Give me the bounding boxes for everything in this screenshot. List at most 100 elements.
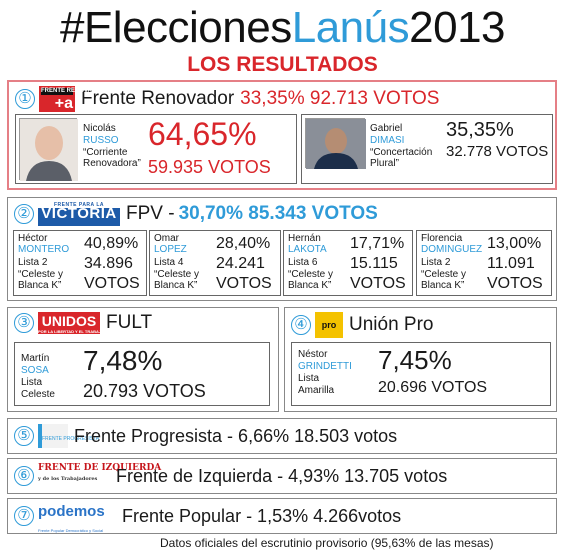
candidate-last-name: MONTERO — [18, 244, 70, 255]
candidate-percentage: 40,89% — [84, 235, 139, 252]
candidate-percentage: 64,65% — [148, 116, 257, 152]
candidate-votes: 24.241 — [216, 255, 265, 272]
number-badge: ⑥ — [14, 466, 34, 486]
number-badge: ② — [14, 204, 34, 224]
frente-progresista-logo: FRENTE PROGRESISTA — [38, 424, 99, 448]
candidate-votes: 20.696 VOTOS — [378, 379, 488, 396]
candidate-first-name: Hernán — [288, 233, 321, 244]
union-pro-header: ④ pro Unión Pro — [291, 312, 434, 338]
unidos-logo: UNIDOS POR LA LIBERTAD Y EL TRABAJO — [38, 312, 105, 334]
candidate-last-name: DIMASI — [370, 135, 405, 146]
frente-renovador-logo: FRENTE RENOVADOR +a — [39, 86, 106, 112]
candidate-card-russo: Nicolás RUSSO “Corriente Renovadora” 64,… — [15, 114, 297, 184]
frente-popular-row: ⑦ podemos Frente Popular Democrático y So… — [14, 503, 402, 534]
fpv-logo: FRENTE PARA LA VICTORIA — [38, 202, 120, 226]
candidate-card-lakota: Hernán LAKOTA Lista 6 “Celeste y Blanca … — [283, 230, 413, 296]
party-result-line: Frente Progresista - 6,66% 18.503 votos — [74, 425, 398, 446]
candidate-card-lopez: Omar LOPEZ Lista 4 “Celeste y Blanca K” … — [149, 230, 281, 296]
candidate-percentage: 35,35% — [446, 119, 514, 141]
candidate-votes-label: VOTOS — [84, 275, 140, 292]
candidate-list-name: “Celeste y Blanca K” — [18, 269, 64, 291]
candidate-list: “Corriente Renovadora” — [83, 147, 141, 169]
frente-progresista-row: ⑤ FRENTE PROGRESISTA Frente Progresista … — [14, 424, 397, 448]
candidate-list-name: Celeste — [21, 389, 55, 400]
candidate-first-name: Nicolás — [83, 123, 116, 134]
candidate-votes: 59.935 VOTOS — [148, 157, 271, 177]
candidate-list-name: Amarilla — [298, 385, 335, 396]
candidate-votes: 32.778 VOTOS — [446, 143, 549, 160]
fult-block: ③ UNIDOS POR LA LIBERTAD Y EL TRABAJO FUL… — [7, 307, 279, 412]
frente-izquierda-block: ⑥ FRENTE DE IZQUIERDA y de los Trabajador… — [7, 458, 557, 494]
candidate-first-name: Martín — [21, 353, 50, 364]
frente-renovador-block: ① FRENTE RENOVADOR +a Frente Renovador 33… — [7, 80, 557, 190]
footer-note: Datos oficiales del escrutinio provisori… — [160, 536, 494, 550]
candidate-votes: 34.896 — [84, 255, 133, 272]
party-result-line: Frente Popular - 1,53% 4.266votos — [122, 505, 402, 526]
candidate-list-number: Lista 4 — [154, 257, 184, 268]
party-result-line: Frente de Izquierda - 4,93% 13.705 votos — [116, 465, 448, 486]
candidate-first-name: Néstor — [298, 349, 328, 360]
party-name: FULT — [106, 312, 153, 333]
party-name: Frente Renovador — [81, 88, 235, 109]
candidate-first-name: Omar — [154, 233, 179, 244]
number-badge: ④ — [291, 315, 311, 335]
candidate-card-grindetti: Néstor GRINDETTI Lista Amarilla 7,45% 20… — [291, 342, 551, 406]
candidate-first-name: Gabriel — [370, 123, 403, 134]
number-badge: ⑤ — [14, 426, 34, 446]
union-pro-block: ④ pro Unión Pro Néstor GRINDETTI Lista A… — [284, 307, 557, 412]
fult-header: ③ UNIDOS POR LA LIBERTAD Y EL TRABAJO FUL… — [14, 312, 152, 334]
fpv-header: ② FRENTE PARA LA VICTORIA FPV - 30,70% 85… — [14, 202, 378, 226]
candidate-last-name: LOPEZ — [154, 244, 187, 255]
party-summary: 30,70% 85.343 VOTOS — [178, 203, 378, 224]
candidate-card-sosa: Martín SOSA Lista Celeste 7,48% 20.793 V… — [14, 342, 270, 406]
number-badge: ⑦ — [14, 506, 34, 526]
candidate-list: “Concertación Plural” — [370, 147, 433, 169]
title-part-elecciones: #Elecciones — [59, 3, 292, 52]
candidate-list-label: Lista — [21, 377, 43, 388]
party-name: Unión Pro — [349, 314, 434, 335]
candidate-last-name: DOMINGUEZ — [421, 244, 483, 255]
candidate-photo — [305, 118, 366, 169]
number-badge: ① — [15, 89, 35, 109]
candidate-list-name: “Celeste y Blanca K” — [154, 269, 200, 291]
candidate-percentage: 13,00% — [487, 235, 542, 252]
fpv-block: ② FRENTE PARA LA VICTORIA FPV - 30,70% 85… — [7, 197, 557, 301]
title-part-year: 2013 — [409, 3, 506, 52]
frente-progresista-block: ⑤ FRENTE PROGRESISTA Frente Progresista … — [7, 418, 557, 454]
page-subtitle: LOS RESULTADOS — [187, 53, 378, 76]
candidate-last-name: SOSA — [21, 365, 49, 376]
candidate-list-number: Lista 6 — [288, 257, 318, 268]
candidate-votes-label: VOTOS — [487, 275, 543, 292]
candidate-first-name: Florencia — [421, 233, 463, 244]
pro-logo: pro — [315, 312, 343, 338]
candidate-votes: 15.115 — [350, 255, 398, 272]
candidate-list-name: “Celeste y Blanca K” — [288, 269, 334, 291]
candidate-votes: 11.091 — [487, 255, 535, 272]
candidate-votes-label: VOTOS — [350, 275, 406, 292]
candidate-list-label: Lista — [298, 373, 320, 384]
candidate-last-name: GRINDETTI — [298, 361, 352, 372]
title-part-lanus: Lanús — [291, 3, 410, 52]
party-name: FPV - — [126, 203, 175, 224]
frente-popular-block: ⑦ podemos Frente Popular Democrático y So… — [7, 498, 557, 534]
candidate-card-dimasi: Gabriel DIMASI “Concertación Plural” 35,… — [301, 114, 553, 184]
candidate-percentage: 17,71% — [350, 235, 405, 252]
candidate-photo — [19, 118, 78, 181]
candidate-last-name: RUSSO — [83, 135, 119, 146]
number-badge: ③ — [14, 313, 34, 333]
candidate-first-name: Héctor — [18, 233, 48, 244]
frente-izquierda-logo: FRENTE DE IZQUIERDA y de los Trabajadores — [38, 463, 162, 482]
candidate-card-montero: Héctor MONTERO Lista 2 “Celeste y Blanca… — [13, 230, 147, 296]
candidate-list-number: Lista 2 — [18, 257, 48, 268]
page-header: #EleccionesLanús2013 LOS RESULTADOS — [0, 0, 565, 76]
candidate-percentage: 7,48% — [83, 345, 163, 376]
frente-izquierda-row: ⑥ FRENTE DE IZQUIERDA y de los Trabajador… — [14, 463, 447, 489]
party-summary: 33,35% 92.713 VOTOS — [240, 88, 440, 109]
podemos-logo: podemos Frente Popular Democrático y Soci… — [38, 503, 105, 534]
candidate-list-name: “Celeste y Blanca K” — [421, 269, 467, 291]
page-title: #EleccionesLanús2013 — [0, 4, 565, 52]
candidate-percentage: 7,45% — [378, 345, 452, 375]
frente-renovador-header: ① FRENTE RENOVADOR +a Frente Renovador 33… — [15, 86, 439, 112]
candidate-votes: 20.793 VOTOS — [83, 381, 206, 401]
candidate-percentage: 28,40% — [216, 235, 271, 252]
